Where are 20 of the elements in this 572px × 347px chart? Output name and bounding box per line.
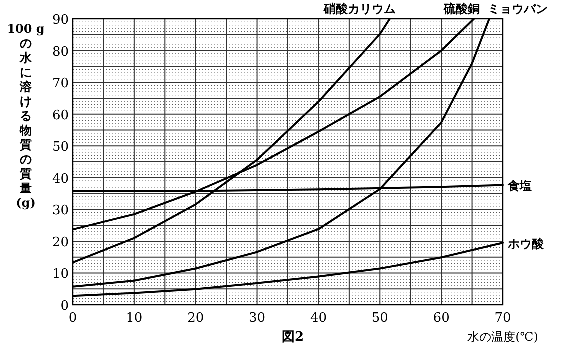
y-tick-label: 50 [52, 140, 69, 156]
x-tick-label: 30 [249, 311, 266, 326]
x-tick-label: 10 [126, 311, 143, 326]
y-tick-label: 40 [52, 172, 69, 187]
y-tick-label: 60 [52, 108, 69, 124]
y-tick-label: 80 [52, 44, 69, 60]
x-axis-title: 水の温度(℃) [468, 330, 538, 344]
y-tick-label: 90 [52, 13, 69, 28]
x-tick-label: 40 [310, 311, 327, 326]
y-tick-label: 70 [52, 76, 69, 92]
y-tick-label: 20 [52, 235, 69, 250]
x-tick-label: 20 [188, 311, 204, 326]
x-tick-label: 50 [372, 311, 388, 326]
x-tick-label: 70 [494, 311, 512, 326]
x-tick-label: 60 [433, 311, 450, 326]
y-tick-label: 10 [52, 267, 69, 282]
text: 図2 [282, 330, 304, 345]
y-tick-label: 30 [52, 204, 69, 219]
ylabel: 100 g の水に溶ける物質の質量(g) [7, 22, 45, 210]
y-tick-label: 0 [60, 299, 69, 314]
